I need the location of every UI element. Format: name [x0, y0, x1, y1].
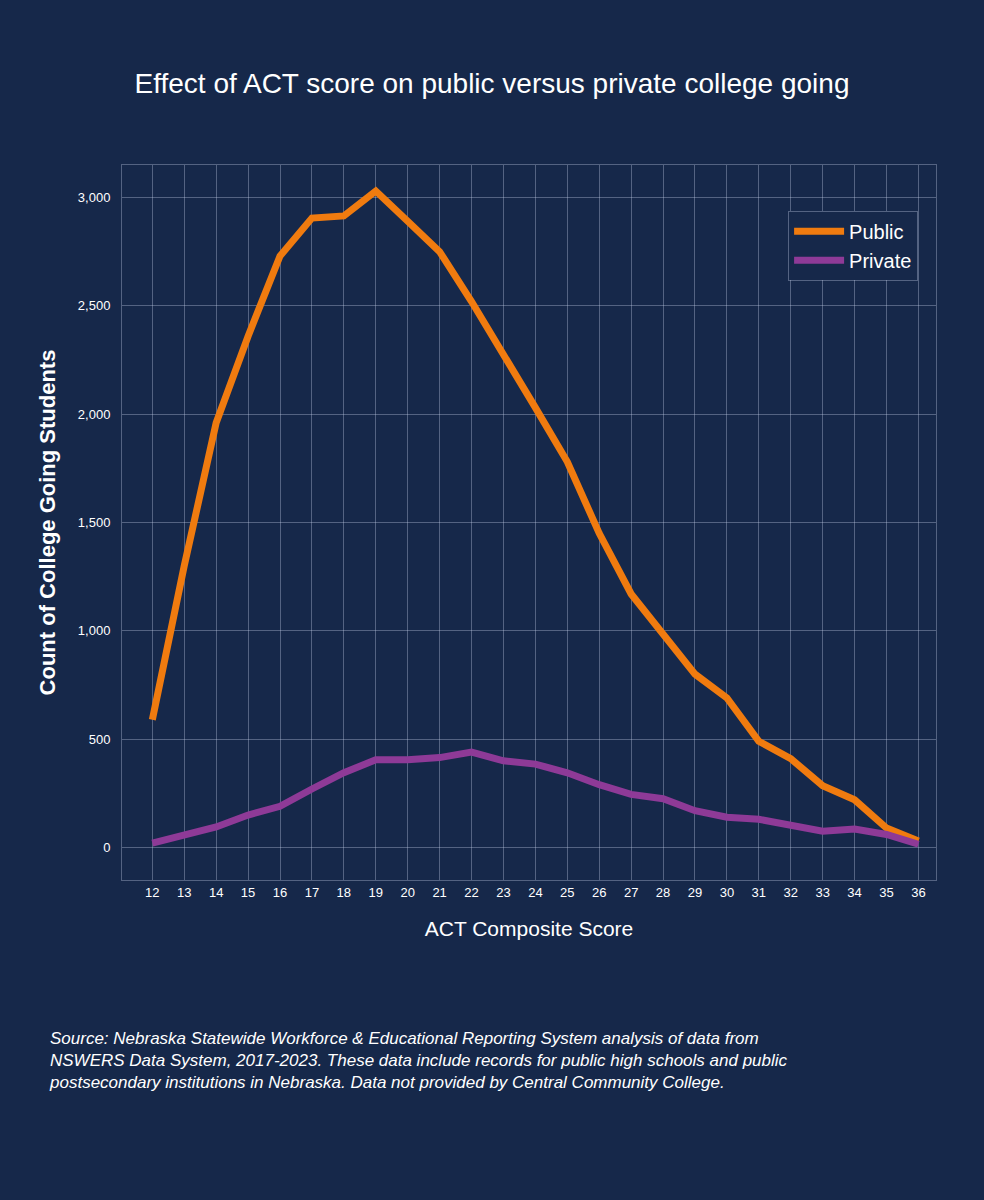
svg-text:23: 23 — [496, 885, 510, 900]
svg-text:ACT Composite Score: ACT Composite Score — [425, 917, 634, 940]
svg-text:35: 35 — [879, 885, 893, 900]
svg-text:1,000: 1,000 — [78, 623, 111, 638]
svg-text:21: 21 — [432, 885, 446, 900]
svg-text:33: 33 — [815, 885, 829, 900]
svg-text:25: 25 — [560, 885, 574, 900]
svg-text:0: 0 — [103, 840, 110, 855]
svg-text:17: 17 — [305, 885, 319, 900]
svg-text:28: 28 — [656, 885, 670, 900]
svg-text:13: 13 — [177, 885, 191, 900]
svg-text:32: 32 — [784, 885, 798, 900]
svg-text:Private: Private — [849, 250, 911, 272]
svg-text:1,500: 1,500 — [78, 515, 111, 530]
svg-text:3,000: 3,000 — [78, 190, 111, 205]
svg-text:36: 36 — [911, 885, 925, 900]
svg-text:2,000: 2,000 — [78, 407, 111, 422]
svg-text:27: 27 — [624, 885, 638, 900]
svg-text:500: 500 — [89, 732, 111, 747]
svg-text:2,500: 2,500 — [78, 298, 111, 313]
svg-text:12: 12 — [145, 885, 159, 900]
svg-text:15: 15 — [241, 885, 255, 900]
svg-text:Source: Nebraska Statewide Wor: Source: Nebraska Statewide Workforce & E… — [49, 1029, 788, 1092]
svg-text:29: 29 — [688, 885, 702, 900]
svg-text:26: 26 — [592, 885, 606, 900]
svg-text:14: 14 — [209, 885, 223, 900]
svg-text:Effect of ACT score on public: Effect of ACT score on public versus pri… — [135, 68, 850, 99]
svg-text:16: 16 — [273, 885, 287, 900]
svg-text:30: 30 — [720, 885, 734, 900]
svg-text:24: 24 — [528, 885, 542, 900]
svg-text:Public: Public — [849, 221, 903, 243]
svg-text:20: 20 — [400, 885, 414, 900]
svg-text:22: 22 — [464, 885, 478, 900]
svg-text:31: 31 — [752, 885, 766, 900]
svg-text:Count of College Going Student: Count of College Going Students — [35, 350, 60, 696]
svg-text:19: 19 — [369, 885, 383, 900]
svg-text:18: 18 — [337, 885, 351, 900]
svg-text:34: 34 — [847, 885, 861, 900]
